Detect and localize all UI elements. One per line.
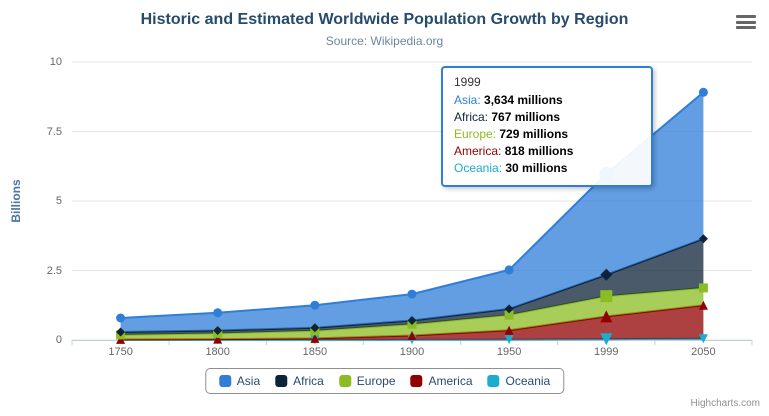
- legend-swatch-africa: [275, 375, 288, 387]
- legend-item-africa[interactable]: Africa: [275, 374, 324, 388]
- point-marker-asia[interactable]: [213, 308, 223, 318]
- legend-swatch-asia: [218, 375, 231, 387]
- tooltip-series-value: 729 millions: [499, 127, 569, 141]
- point-marker-europe[interactable]: [698, 283, 708, 293]
- x-axis-label-1800: 1800: [205, 346, 230, 358]
- point-marker-europe[interactable]: [600, 290, 613, 303]
- point-marker-africa[interactable]: [407, 316, 417, 325]
- point-marker-africa[interactable]: [213, 326, 223, 335]
- legend-label: Europe: [356, 374, 396, 388]
- x-axis-label-1999: 1999: [594, 346, 619, 358]
- y-axis-label-7.5: 7.5: [46, 125, 62, 138]
- point-marker-asia[interactable]: [310, 300, 320, 310]
- y-axis-label-2.5: 2.5: [46, 264, 62, 277]
- x-axis-label-1750: 1750: [108, 346, 133, 358]
- legend-label: Africa: [293, 374, 324, 388]
- area-asia[interactable]: [120, 92, 704, 332]
- point-marker-africa[interactable]: [310, 323, 320, 333]
- tooltip-series-value: 767 millions: [491, 110, 561, 124]
- tooltip-row-america: America: 818 millions: [454, 143, 640, 160]
- legend-item-america[interactable]: America: [410, 374, 473, 388]
- tooltip-row-asia: Asia: 3,634 millions: [454, 92, 640, 109]
- tooltip-series-name: Africa:: [454, 110, 492, 124]
- tooltip-series-name: Europe:: [454, 127, 500, 141]
- legend: Asia Africa Europe America Oceania: [204, 368, 565, 394]
- tooltip: 1999 Asia: 3,634 millions Africa: 767 mil…: [441, 66, 653, 187]
- area-america[interactable]: [120, 305, 704, 340]
- point-marker-asia[interactable]: [116, 313, 126, 323]
- point-marker-oceania[interactable]: [600, 333, 613, 346]
- tooltip-row-europe: Europe: 729 millions: [454, 126, 640, 143]
- tooltip-row-africa: Africa: 767 millions: [454, 109, 640, 126]
- point-marker-asia[interactable]: [407, 289, 417, 299]
- legend-item-europe[interactable]: Europe: [338, 374, 396, 388]
- legend-swatch-europe: [338, 375, 351, 387]
- point-marker-asia[interactable]: [698, 87, 708, 97]
- credits-link[interactable]: Highcharts.com: [690, 398, 760, 409]
- x-axis-label-1900: 1900: [399, 346, 425, 358]
- x-axis-label-1950: 1950: [496, 346, 522, 358]
- legend-swatch-america: [410, 375, 423, 387]
- tooltip-series-value: 818 millions: [504, 144, 574, 158]
- point-marker-america[interactable]: [310, 333, 320, 343]
- area-africa[interactable]: [120, 238, 704, 335]
- point-marker-africa[interactable]: [698, 234, 708, 244]
- x-axis-label-1850: 1850: [302, 346, 328, 358]
- chart-subtitle: Source: Wikipedia.org: [325, 34, 444, 48]
- tooltip-series-value: 30 millions: [505, 161, 568, 175]
- legend-item-asia[interactable]: Asia: [218, 374, 261, 388]
- hamburger-menu-icon: [736, 20, 756, 24]
- point-marker-america[interactable]: [504, 325, 514, 335]
- point-marker-america[interactable]: [698, 300, 708, 310]
- point-marker-africa[interactable]: [504, 304, 514, 314]
- chart-title: Historic and Estimated Worldwide Populat…: [140, 11, 629, 28]
- tooltip-series-value: 3,634 millions: [484, 93, 563, 107]
- legend-item-oceania[interactable]: Oceania: [487, 374, 551, 388]
- x-axis-label-2050: 2050: [691, 346, 716, 358]
- point-marker-america[interactable]: [600, 310, 613, 323]
- y-axis-label-10: 10: [49, 56, 62, 68]
- y-axis-label-5: 5: [55, 195, 62, 207]
- tooltip-rows: Asia: 3,634 millions Africa: 767 millions…: [454, 92, 640, 177]
- legend-label: America: [428, 374, 473, 388]
- tooltip-series-name: America:: [454, 144, 505, 158]
- tooltip-header: 1999: [454, 75, 481, 89]
- tooltip-series-name: Asia:: [454, 93, 485, 107]
- point-marker-america[interactable]: [407, 331, 417, 340]
- point-marker-oceania[interactable]: [504, 335, 514, 345]
- point-marker-oceania[interactable]: [698, 334, 708, 344]
- y-axis-label-0: 0: [55, 334, 62, 346]
- legend-swatch-oceania: [487, 375, 500, 387]
- chart-context-menu-button[interactable]: [736, 15, 756, 29]
- point-marker-africa[interactable]: [116, 327, 126, 337]
- legend-label: Oceania: [505, 374, 551, 388]
- point-marker-america[interactable]: [213, 334, 223, 344]
- hamburger-menu-icon: [736, 15, 756, 18]
- point-marker-africa[interactable]: [600, 268, 613, 281]
- legend-label: Asia: [236, 374, 261, 388]
- y-axis-labels: 0 2.5 5 7.5 10: [0, 0, 62, 416]
- tooltip-series-name: Oceania:: [454, 161, 506, 175]
- point-marker-europe[interactable]: [504, 310, 514, 320]
- point-marker-asia[interactable]: [504, 265, 514, 275]
- hamburger-menu-icon: [736, 26, 756, 29]
- tooltip-row-oceania: Oceania: 30 millions: [454, 160, 640, 177]
